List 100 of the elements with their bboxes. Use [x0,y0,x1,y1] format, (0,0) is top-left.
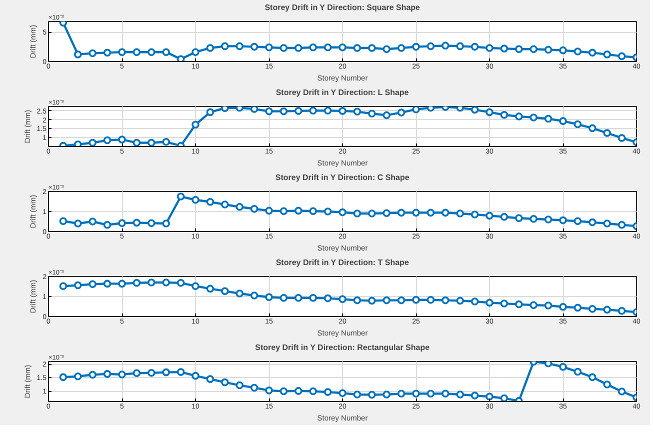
point [397,390,406,398]
point [265,43,273,52]
point [280,387,288,396]
point [397,108,406,116]
point [265,206,273,215]
point [162,220,170,228]
point [280,44,288,52]
point [603,380,611,388]
point [544,362,552,368]
point [442,390,450,398]
point [176,368,185,376]
chart-title: Storey Drift in Y Direction: L Shape [276,88,410,97]
point [559,216,567,224]
point [426,42,435,50]
point [574,120,582,128]
point [515,214,523,222]
point [530,114,538,122]
point [118,219,126,227]
point [500,110,508,119]
point [74,220,82,228]
point [103,136,112,144]
point [368,390,376,399]
point [206,198,214,206]
point [574,217,582,225]
point [412,208,420,217]
point [265,293,273,301]
point [88,280,96,288]
point [559,46,567,54]
point [588,373,596,382]
point [74,140,82,146]
point [324,208,332,216]
point [442,296,450,304]
point [368,110,376,118]
point [236,381,244,390]
point [559,303,567,311]
point [426,208,435,217]
point [148,48,156,56]
point [426,390,435,398]
point [88,49,96,58]
point [192,196,200,204]
point [236,203,244,211]
point [250,384,258,392]
point [603,50,611,58]
point [544,216,552,224]
point [353,44,362,52]
point [397,44,406,52]
point [236,42,244,50]
point [515,112,523,120]
point [88,138,96,146]
point [88,370,96,379]
point [470,210,479,218]
point [250,205,258,213]
point [280,207,288,215]
point [148,278,156,286]
point [397,208,406,217]
point [618,307,626,315]
point [515,300,523,308]
point [588,124,596,132]
point [192,48,200,56]
point [618,388,626,396]
point [103,48,112,57]
point [309,207,317,215]
point [559,363,567,371]
point [294,206,302,215]
point [353,210,362,218]
point [162,368,170,376]
chart-title: Storey Drift in Y Direction: Square Shape [264,3,421,12]
point [530,301,538,309]
point [206,375,214,383]
point [603,129,611,137]
point [588,305,596,313]
point [412,296,420,304]
point [309,294,317,302]
point [618,52,626,60]
point [162,48,170,56]
point [294,44,302,52]
point [265,107,273,116]
point [324,43,332,52]
point [486,392,494,401]
point [192,372,200,380]
point [294,294,302,302]
point [132,218,141,227]
point [148,219,156,227]
point [221,200,229,208]
point [530,215,538,223]
point [162,138,170,146]
point [59,373,68,382]
point [368,210,376,218]
point [148,138,156,146]
point [574,304,582,312]
point [500,394,508,402]
point [132,279,141,287]
point [221,42,229,50]
point [412,106,420,114]
point [309,106,317,114]
point [338,295,346,303]
point [176,279,185,287]
point [148,368,156,377]
point [338,208,346,216]
point [338,107,346,115]
